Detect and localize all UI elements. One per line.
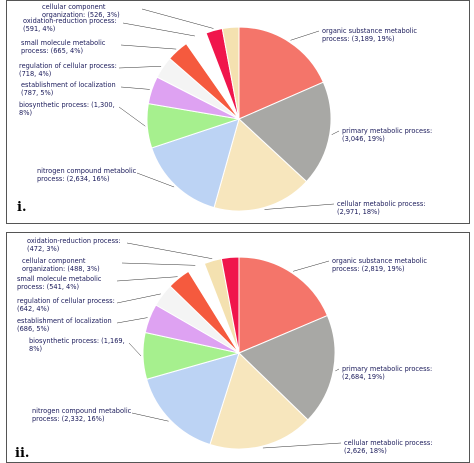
leader-line bbox=[290, 30, 320, 41]
pie-chart-i: organic substance metabolic process: (3,1… bbox=[17, 3, 432, 216]
slice-label-cellular-metabolic-process: cellular metabolic process: (2,971, 18%) bbox=[337, 200, 425, 216]
leader-line bbox=[116, 317, 148, 324]
leader-line bbox=[335, 368, 340, 372]
pie-slice-cellular-metabolic-process bbox=[213, 118, 308, 212]
slice-label-establishment-of-localization: establishment of localization (787, 5%) bbox=[21, 81, 116, 97]
slice-label-oxidation-reduction-process: oxidation-reduction process: (591, 4%) bbox=[23, 17, 117, 33]
leader-line bbox=[331, 130, 340, 135]
leader-line bbox=[141, 8, 214, 29]
leader-line bbox=[293, 260, 330, 272]
leader-line bbox=[120, 86, 150, 90]
slice-label-establishment-of-localization: establishment of localization (686, 5%) bbox=[17, 317, 112, 333]
pie-slice-organic-substance-metabolic-process bbox=[238, 26, 324, 120]
pie-slices bbox=[142, 256, 336, 450]
pie-slice-cellular-metabolic-process bbox=[209, 352, 309, 450]
slice-label-nitrogen-compound-metabolic-process: nitrogen compound metabolic process: (2,3… bbox=[32, 407, 132, 423]
panel-label: ii. bbox=[15, 446, 29, 461]
panel-label: i. bbox=[17, 200, 26, 215]
pie-labels: organic substance metabolic process: (2,8… bbox=[17, 237, 432, 455]
pie-slices bbox=[146, 26, 332, 212]
leader-line bbox=[128, 342, 142, 357]
leader-line bbox=[118, 66, 162, 69]
slice-label-organic-substance-metabolic-process: organic substance metabolic process: (3,1… bbox=[322, 27, 417, 43]
slice-label-organic-substance-metabolic-process: organic substance metabolic process: (2,8… bbox=[332, 257, 427, 273]
slice-label-primary-metabolic-process: primary metabolic process: (2,684, 19%) bbox=[342, 365, 432, 381]
pie-slice-other bbox=[221, 26, 240, 120]
chart-panel-ii: organic substance metabolic process: (2,8… bbox=[6, 232, 470, 463]
pie-slice-primary-metabolic-process bbox=[238, 314, 336, 421]
slice-label-regulation-of-cellular-process: regulation of cellular process: (642, 4%) bbox=[17, 297, 115, 313]
leader-line bbox=[120, 44, 177, 50]
leader-line bbox=[262, 442, 342, 449]
slice-label-cellular-metabolic-process: cellular metabolic process: (2,626, 18%) bbox=[344, 439, 432, 455]
slice-label-oxidation-reduction-process: oxidation-reduction process: (472, 3%) bbox=[27, 237, 121, 253]
pie-slice-organic-substance-metabolic-process bbox=[238, 256, 329, 354]
leader-line bbox=[116, 276, 178, 282]
slice-label-regulation-of-cellular-process: regulation of cellular process: (718, 4%) bbox=[19, 62, 117, 78]
pie-slice-other bbox=[220, 256, 240, 354]
slice-label-biosynthetic-process: biosynthetic process: (1,300, 8%) bbox=[19, 101, 115, 117]
leader-line bbox=[122, 22, 195, 37]
leader-line bbox=[121, 262, 196, 266]
slice-label-small-molecule-metabolic-process: small molecule metabolic process: (665, 4… bbox=[21, 39, 106, 55]
leader-line bbox=[116, 293, 161, 304]
leader-line bbox=[118, 106, 146, 127]
slice-label-biosynthetic-process: biosynthetic process: (1,169, 8%) bbox=[29, 337, 125, 353]
leader-line bbox=[136, 172, 175, 188]
pie-slice-primary-metabolic-process bbox=[238, 81, 332, 183]
slice-label-cellular-component-organization: cellular component organization: (526, 3%… bbox=[42, 3, 120, 19]
slice-label-primary-metabolic-process: primary metabolic process: (3,046, 19%) bbox=[342, 127, 432, 143]
leader-line bbox=[126, 242, 213, 259]
chart-panel-i: organic substance metabolic process: (3,1… bbox=[6, 0, 470, 224]
leader-line bbox=[264, 203, 335, 210]
leader-line bbox=[131, 412, 169, 422]
pie-labels: organic substance metabolic process: (3,1… bbox=[19, 3, 432, 216]
slice-label-cellular-component-organization: cellular component organization: (488, 3%… bbox=[22, 257, 100, 273]
pie-slice-nitrogen-compound-metabolic-process bbox=[146, 352, 240, 446]
slice-label-small-molecule-metabolic-process: small molecule metabolic process: (541, 4… bbox=[17, 275, 102, 291]
pie-chart-ii: organic substance metabolic process: (2,8… bbox=[15, 237, 432, 461]
slice-label-nitrogen-compound-metabolic-process: nitrogen compound metabolic process: (2,6… bbox=[37, 167, 137, 183]
